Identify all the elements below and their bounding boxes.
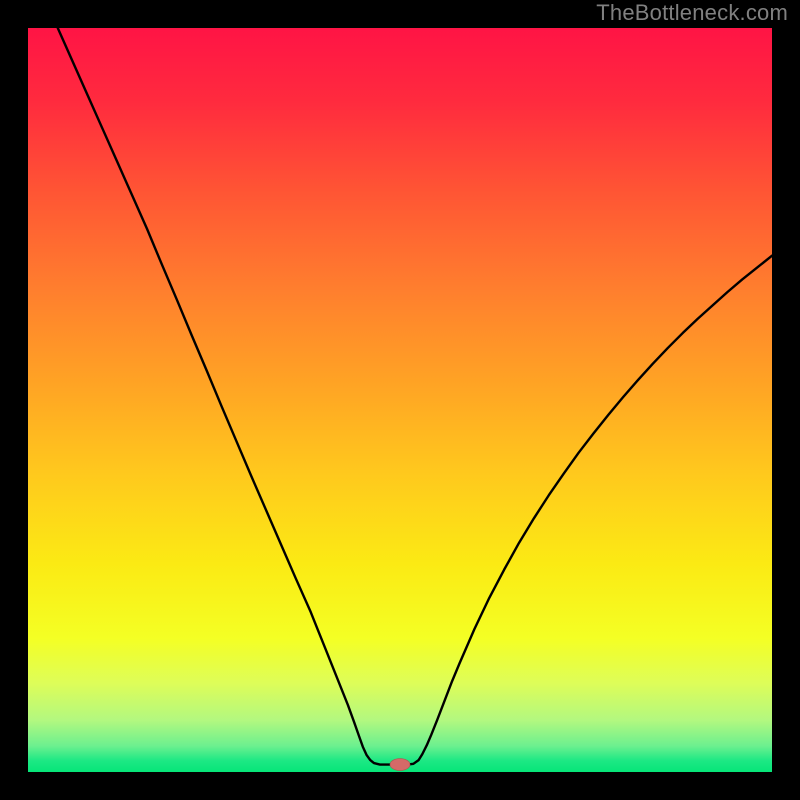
plot-area (28, 28, 772, 772)
gradient-background (28, 28, 772, 772)
chart-stage: TheBottleneck.com (0, 0, 800, 800)
watermark-text: TheBottleneck.com (596, 0, 788, 26)
chart-svg (28, 28, 772, 772)
optimal-marker (390, 759, 410, 771)
